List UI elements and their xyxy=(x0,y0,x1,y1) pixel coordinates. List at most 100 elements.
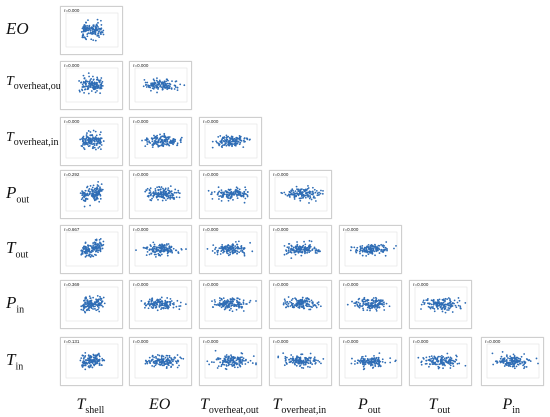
data-point xyxy=(298,245,301,248)
data-point xyxy=(223,250,226,253)
data-point xyxy=(318,360,321,363)
data-point xyxy=(160,361,162,364)
data-point xyxy=(84,36,86,39)
data-point xyxy=(294,363,296,366)
data-point xyxy=(492,363,495,366)
correlation-label: r=0.000 xyxy=(133,172,149,177)
data-point xyxy=(153,194,155,196)
data-point xyxy=(149,303,152,306)
data-point xyxy=(99,299,102,301)
data-point xyxy=(96,186,99,189)
data-point xyxy=(436,306,439,308)
data-point xyxy=(523,353,526,355)
data-point xyxy=(305,299,308,302)
data-point xyxy=(230,192,233,195)
data-point xyxy=(287,247,290,250)
data-point xyxy=(314,361,317,364)
data-point xyxy=(166,140,169,143)
data-point xyxy=(99,19,102,22)
data-point xyxy=(99,248,102,251)
data-point xyxy=(148,298,151,301)
data-point xyxy=(453,299,456,302)
data-point xyxy=(238,251,241,254)
data-point xyxy=(173,191,176,194)
data-point xyxy=(150,89,152,92)
data-point xyxy=(88,360,91,363)
data-point xyxy=(372,249,375,252)
data-point xyxy=(217,186,220,189)
data-point xyxy=(96,308,99,311)
data-point xyxy=(449,367,452,369)
data-point xyxy=(455,355,458,358)
data-point xyxy=(312,192,315,195)
data-point xyxy=(422,356,425,359)
data-point xyxy=(96,83,99,86)
data-point xyxy=(95,138,98,141)
data-point xyxy=(301,353,304,356)
data-point xyxy=(225,144,228,147)
data-point xyxy=(149,244,152,246)
data-point xyxy=(228,249,231,252)
data-point xyxy=(235,188,237,191)
axes-frame xyxy=(204,231,258,267)
data-point xyxy=(168,300,171,303)
data-point xyxy=(282,303,285,306)
data-point xyxy=(244,140,246,143)
data-point xyxy=(152,305,155,308)
data-point xyxy=(164,356,167,359)
scatter-points xyxy=(344,343,398,379)
data-point xyxy=(231,137,234,140)
data-point xyxy=(246,195,249,198)
data-point xyxy=(238,303,240,306)
data-point xyxy=(457,304,460,307)
data-point xyxy=(145,304,148,307)
data-point xyxy=(222,251,224,254)
data-point xyxy=(371,306,374,309)
data-point xyxy=(368,248,371,251)
data-point xyxy=(150,359,153,362)
data-point xyxy=(379,365,382,368)
data-point xyxy=(237,240,240,243)
data-point xyxy=(519,362,521,365)
data-point xyxy=(446,298,449,301)
data-point xyxy=(177,189,180,192)
data-point xyxy=(431,363,434,365)
data-point xyxy=(147,300,150,303)
data-point xyxy=(246,194,249,197)
data-point xyxy=(157,252,160,255)
data-point xyxy=(172,140,175,143)
scatter-panel-Tout-vs-ToverheatOut: r=0.000 xyxy=(199,225,262,274)
data-point xyxy=(296,241,298,243)
correlation-label: r=0.000 xyxy=(64,119,80,124)
data-point xyxy=(143,78,146,81)
data-point xyxy=(97,302,100,305)
data-point xyxy=(225,364,228,366)
data-point xyxy=(101,244,104,247)
data-point xyxy=(313,247,316,250)
data-point xyxy=(167,192,170,195)
data-point xyxy=(221,246,224,249)
data-point xyxy=(293,198,296,200)
data-point xyxy=(221,196,223,198)
data-point xyxy=(216,141,218,144)
data-point xyxy=(217,358,220,361)
data-point xyxy=(441,302,444,305)
data-point xyxy=(356,249,359,252)
data-point xyxy=(95,134,98,137)
data-point xyxy=(232,247,235,250)
data-point xyxy=(236,250,239,253)
data-point xyxy=(309,361,312,364)
data-point xyxy=(159,254,162,257)
data-point xyxy=(316,192,319,195)
data-point xyxy=(440,361,443,364)
data-point xyxy=(91,360,94,363)
data-point xyxy=(442,364,444,366)
data-point xyxy=(93,248,96,251)
data-point xyxy=(367,246,370,248)
data-point xyxy=(449,358,452,361)
data-point xyxy=(214,246,217,249)
data-point xyxy=(369,309,371,312)
data-point xyxy=(308,202,310,204)
data-point xyxy=(438,304,441,307)
data-point xyxy=(230,307,232,310)
